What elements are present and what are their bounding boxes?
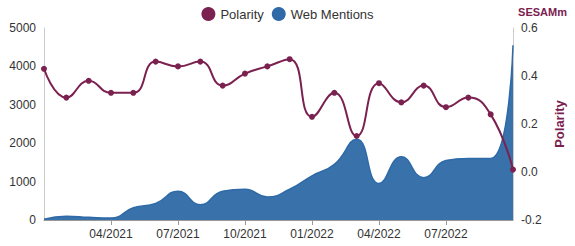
svg-text:07/2022: 07/2022 — [424, 227, 468, 241]
svg-text:0: 0 — [29, 213, 36, 227]
svg-text:0.2: 0.2 — [521, 117, 538, 131]
svg-text:SESAMm: SESAMm — [518, 6, 567, 18]
svg-text:0.0: 0.0 — [521, 165, 538, 179]
svg-text:0.4: 0.4 — [521, 69, 538, 83]
svg-text:Web Mentions: Web Mentions — [291, 7, 374, 22]
svg-text:Polarity: Polarity — [220, 7, 264, 22]
svg-text:0.6: 0.6 — [521, 21, 538, 35]
svg-text:5000: 5000 — [9, 21, 36, 35]
svg-text:01/2022: 01/2022 — [290, 227, 334, 241]
svg-text:Polarity: Polarity — [552, 99, 567, 147]
svg-text:4000: 4000 — [9, 59, 36, 73]
svg-text:-0.2: -0.2 — [521, 213, 542, 227]
svg-text:07/2021: 07/2021 — [156, 227, 200, 241]
svg-text:04/2021: 04/2021 — [89, 227, 133, 241]
svg-text:2000: 2000 — [9, 136, 36, 150]
svg-text:3000: 3000 — [9, 98, 36, 112]
svg-text:1000: 1000 — [9, 175, 36, 189]
svg-text:10/2021: 10/2021 — [223, 227, 267, 241]
svg-text:04/2022: 04/2022 — [357, 227, 401, 241]
